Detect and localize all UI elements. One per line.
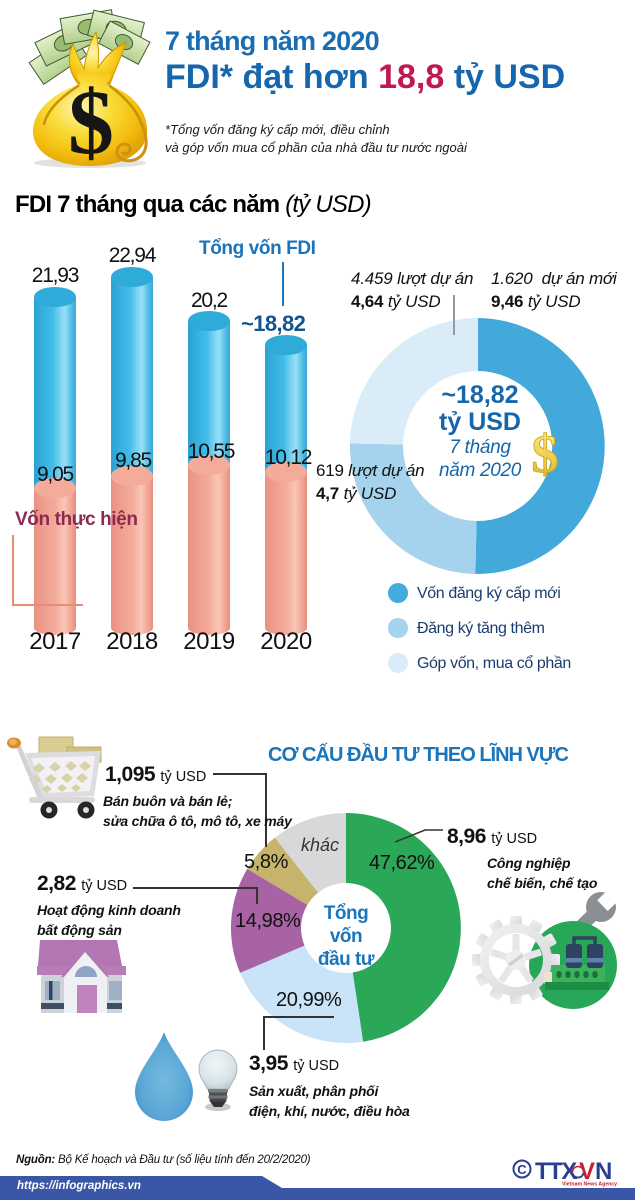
svg-text:Vietnam News Agency: Vietnam News Agency [562, 1182, 617, 1188]
svg-text:V: V [579, 1158, 595, 1185]
svg-text:$: $ [68, 71, 114, 171]
svg-text:C: C [517, 1162, 527, 1177]
svg-text:$: $ [532, 424, 559, 482]
svg-text:N: N [595, 1158, 612, 1185]
svg-text:TTX: TTX [535, 1158, 577, 1185]
